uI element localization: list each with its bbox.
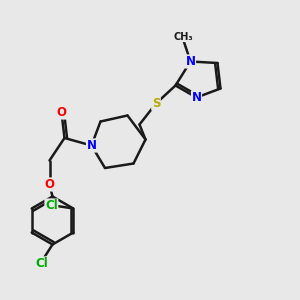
Text: CH₃: CH₃ [173,32,193,42]
Text: N: N [185,55,196,68]
Text: O: O [44,178,55,191]
Text: Cl: Cl [45,199,58,212]
Text: N: N [86,139,97,152]
Text: Cl: Cl [36,257,48,270]
Text: N: N [191,91,202,104]
Text: O: O [56,106,67,119]
Text: S: S [152,97,160,110]
